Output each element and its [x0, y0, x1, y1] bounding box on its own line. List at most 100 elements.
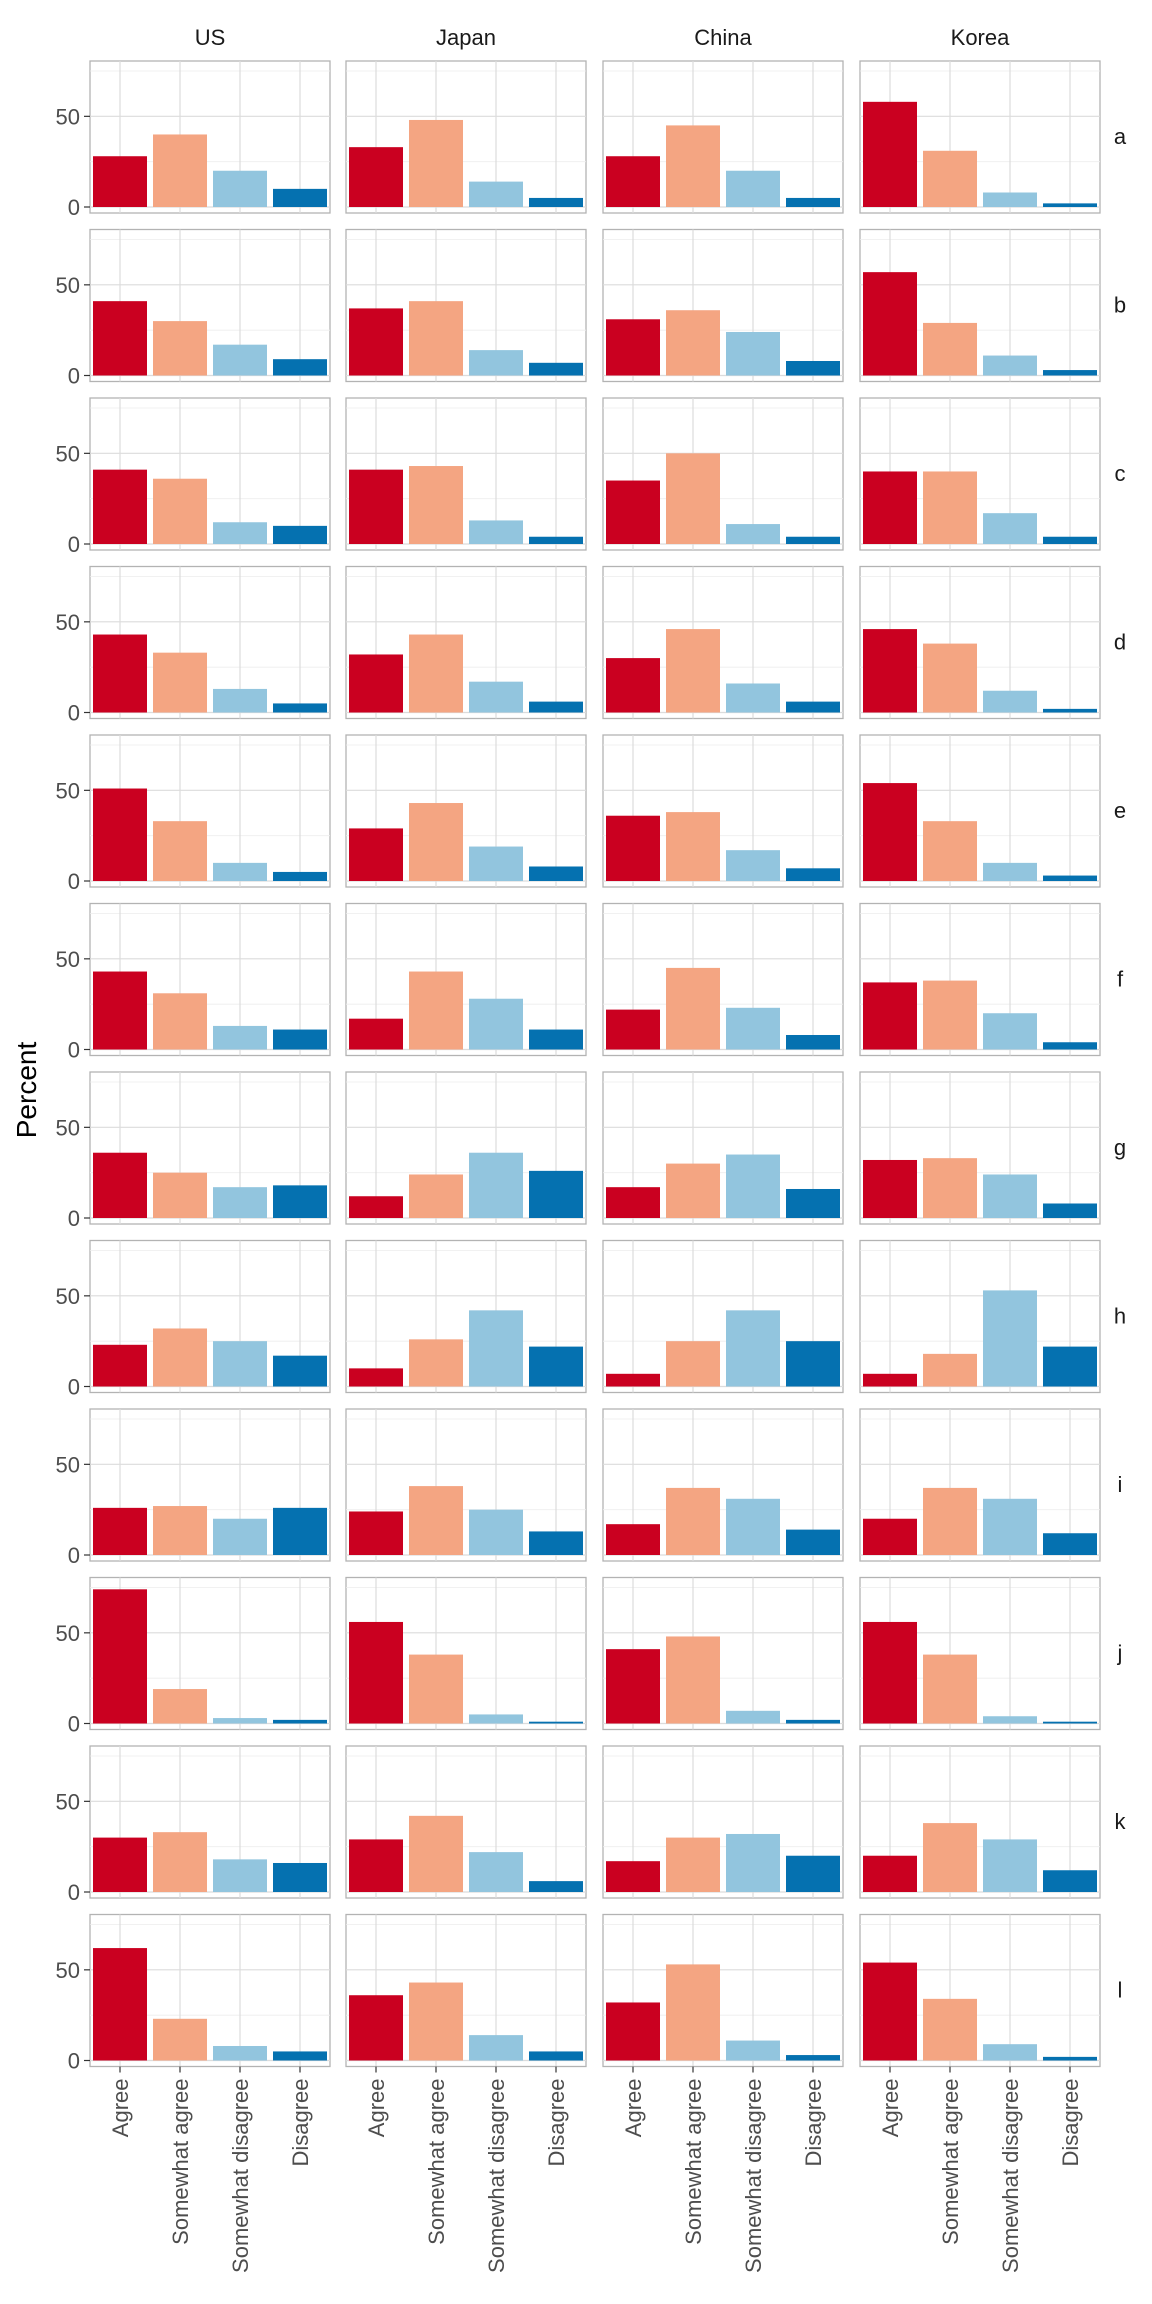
bar-d-japan-agree [349, 654, 403, 713]
bar-l-japan-agree [349, 1995, 403, 2061]
bar-h-china-disagree [786, 1341, 840, 1387]
y-tick-label: 0 [68, 1543, 80, 1568]
x-tick-label-somewhat-agree: Somewhat agree [424, 2079, 449, 2245]
bar-i-japan-somewhat-disagree [469, 1509, 523, 1555]
bar-e-china-agree [606, 815, 660, 881]
bar-k-us-disagree [273, 1862, 327, 1892]
y-tick-label: 50 [56, 1452, 80, 1477]
bar-e-japan-somewhat-agree [409, 803, 463, 881]
bar-k-us-agree [93, 1837, 147, 1892]
bar-k-china-disagree [786, 1855, 840, 1892]
panel-grid: US Japan China Korea 0 50 a 0 50 b 0 50 c 0 50 d 0 50 e 0 50… [56, 25, 1127, 2273]
bar-j-korea-agree [863, 1621, 917, 1724]
panel-b-china [602, 228, 844, 383]
row-strip-l: l [1118, 1978, 1123, 2003]
x-tick-label-agree: Agree [108, 2079, 133, 2138]
bar-e-us-somewhat-agree [153, 821, 207, 881]
bar-i-china-somewhat-agree [666, 1487, 720, 1555]
y-tick-label: 0 [68, 869, 80, 894]
bar-b-korea-somewhat-disagree [983, 355, 1037, 376]
bar-f-korea-agree [863, 982, 917, 1050]
panel-b-korea: b [859, 228, 1126, 383]
bar-g-us-somewhat-disagree [213, 1187, 267, 1218]
bar-h-japan-disagree [529, 1346, 583, 1387]
y-tick-label: 0 [68, 1038, 80, 1063]
bar-l-china-disagree [786, 2055, 840, 2061]
bar-b-china-somewhat-disagree [726, 331, 780, 376]
bar-g-korea-agree [863, 1159, 917, 1218]
bar-h-korea-disagree [1043, 1346, 1097, 1387]
panel-j-japan [345, 1576, 587, 1731]
row-strip-d: d [1114, 630, 1126, 655]
panel-i-us: 0 50 [56, 1408, 331, 1568]
bar-k-japan-somewhat-disagree [469, 1852, 523, 1892]
bar-e-us-somewhat-disagree [213, 862, 267, 881]
bar-k-us-somewhat-disagree [213, 1859, 267, 1892]
bar-d-us-somewhat-disagree [213, 688, 267, 713]
bar-j-korea-disagree [1043, 1721, 1097, 1724]
bar-g-japan-somewhat-disagree [469, 1152, 523, 1218]
bar-d-korea-somewhat-disagree [983, 690, 1037, 713]
bar-k-china-somewhat-disagree [726, 1833, 780, 1892]
panel-l-china: Agree Somewhat agree Somewhat disagree Disa… [602, 1913, 844, 2273]
bar-f-china-agree [606, 1009, 660, 1050]
y-tick-label: 0 [68, 701, 80, 726]
bar-b-us-disagree [273, 359, 327, 376]
bar-a-japan-somewhat-disagree [469, 181, 523, 207]
bar-f-korea-disagree [1043, 1042, 1097, 1050]
bar-a-korea-disagree [1043, 203, 1097, 207]
bar-h-us-agree [93, 1344, 147, 1387]
panel-e-japan [345, 734, 587, 888]
bar-c-china-agree [606, 480, 660, 544]
bar-h-japan-somewhat-agree [409, 1339, 463, 1387]
y-tick-label: 50 [56, 1621, 80, 1646]
bar-k-korea-somewhat-disagree [983, 1839, 1037, 1892]
bar-d-china-somewhat-agree [666, 629, 720, 713]
bar-i-japan-disagree [529, 1531, 583, 1555]
bar-f-korea-somewhat-agree [923, 980, 977, 1050]
y-tick-label: 50 [56, 1789, 80, 1814]
bar-k-korea-disagree [1043, 1870, 1097, 1892]
bar-d-japan-somewhat-disagree [469, 681, 523, 713]
bar-b-korea-somewhat-agree [923, 322, 977, 376]
row-strip-f: f [1117, 967, 1124, 992]
row-strip-a: a [1114, 124, 1127, 149]
x-tick-label-agree: Agree [878, 2079, 903, 2138]
panel-j-china [602, 1576, 844, 1731]
bar-g-japan-agree [349, 1196, 403, 1218]
bar-f-us-agree [93, 971, 147, 1050]
bar-k-us-somewhat-agree [153, 1832, 207, 1892]
bar-j-china-disagree [786, 1719, 840, 1724]
bar-k-china-agree [606, 1861, 660, 1892]
bar-k-china-somewhat-agree [666, 1837, 720, 1892]
column-strip-korea: Korea [951, 25, 1010, 50]
y-tick-label: 0 [68, 1712, 80, 1737]
y-tick-label: 0 [68, 532, 80, 557]
bar-h-japan-agree [349, 1368, 403, 1387]
bar-a-korea-agree [863, 101, 917, 207]
bar-i-china-agree [606, 1524, 660, 1555]
bar-g-us-agree [93, 1152, 147, 1218]
bar-b-japan-somewhat-agree [409, 301, 463, 376]
bar-c-us-somewhat-agree [153, 478, 207, 544]
bar-a-china-somewhat-disagree [726, 170, 780, 207]
row-strip-j: j [1117, 1641, 1123, 1666]
bar-l-us-somewhat-disagree [213, 2045, 267, 2061]
bar-f-us-disagree [273, 1029, 327, 1050]
bar-c-japan-agree [349, 469, 403, 544]
panel-a-japan [345, 60, 587, 214]
bar-l-us-somewhat-agree [153, 2018, 207, 2061]
panel-f-korea: f [859, 902, 1124, 1057]
panel-k-korea: k [859, 1745, 1127, 1899]
bar-k-japan-disagree [529, 1881, 583, 1892]
bar-j-us-agree [93, 1589, 147, 1724]
panel-g-japan [345, 1071, 587, 1225]
x-tick-label-agree: Agree [364, 2079, 389, 2138]
bar-e-japan-somewhat-disagree [469, 846, 523, 881]
bar-b-korea-disagree [1043, 370, 1097, 376]
bar-a-china-agree [606, 156, 660, 207]
bar-g-japan-somewhat-agree [409, 1174, 463, 1218]
bar-d-korea-somewhat-agree [923, 643, 977, 713]
bar-a-japan-somewhat-agree [409, 119, 463, 207]
